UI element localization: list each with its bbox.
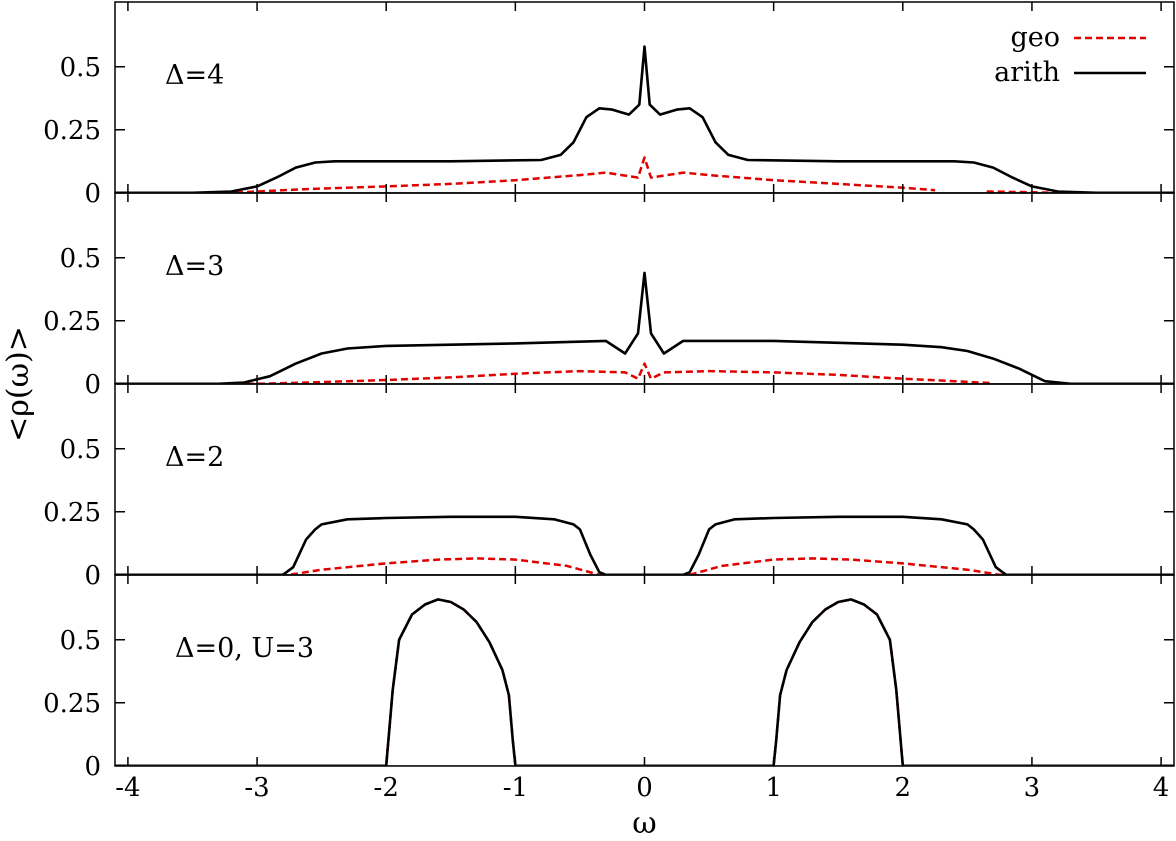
text-labels: 0 0.25 0.5 Δ=4 0 0.25 0.5 Δ=3 0 0.25 0.5 Δ=2 0 0.25 0.… xyxy=(1,53,1169,841)
panel-label: Δ=0, U=3 xyxy=(175,633,314,664)
series-arith-line xyxy=(115,271,1174,384)
x-tick-label: 0 xyxy=(636,773,653,803)
panel-label: Δ=4 xyxy=(165,60,224,91)
x-tick-label: -2 xyxy=(374,773,399,803)
legend-label: geo xyxy=(1010,22,1060,53)
x-tick-label: 2 xyxy=(895,773,912,803)
series-geo-line xyxy=(115,156,936,193)
y-tick-label: 0 xyxy=(84,752,101,782)
y-axis-title: <ρ(ω)> xyxy=(1,326,36,442)
y-tick-label: 0.5 xyxy=(60,53,101,83)
x-tick-label: 1 xyxy=(765,773,782,803)
y-tick-label: 0 xyxy=(84,561,101,591)
y-tick-label: 0.5 xyxy=(60,435,101,465)
panel-label: Δ=3 xyxy=(165,251,224,282)
x-tick-label: 3 xyxy=(1024,773,1041,803)
axes xyxy=(114,1,1175,767)
y-tick-label: 0 xyxy=(84,179,101,209)
x-tick-label: -3 xyxy=(244,773,269,803)
x-axis-title: ω xyxy=(632,806,656,841)
y-tick-label: 0.5 xyxy=(60,244,101,274)
y-tick-label: 0 xyxy=(84,370,101,400)
series-arith-line xyxy=(115,45,1174,193)
y-tick-label: 0.25 xyxy=(43,689,101,719)
y-tick-label: 0.25 xyxy=(43,498,101,528)
panel-label: Δ=2 xyxy=(165,442,224,473)
series-geo-line xyxy=(115,362,994,384)
y-tick-label: 0.25 xyxy=(43,116,101,146)
legend-label: arith xyxy=(994,57,1060,88)
series-geo-line xyxy=(115,557,600,575)
series-geo-line xyxy=(689,557,1174,575)
x-tick-label: 4 xyxy=(1153,773,1170,803)
series-geo-line xyxy=(986,190,1174,193)
x-tick-label: -1 xyxy=(503,773,528,803)
y-tick-label: 0.5 xyxy=(60,626,101,656)
x-tick-label: -4 xyxy=(115,773,140,803)
y-tick-label: 0.25 xyxy=(43,307,101,337)
legend: geo arith xyxy=(994,22,1146,88)
